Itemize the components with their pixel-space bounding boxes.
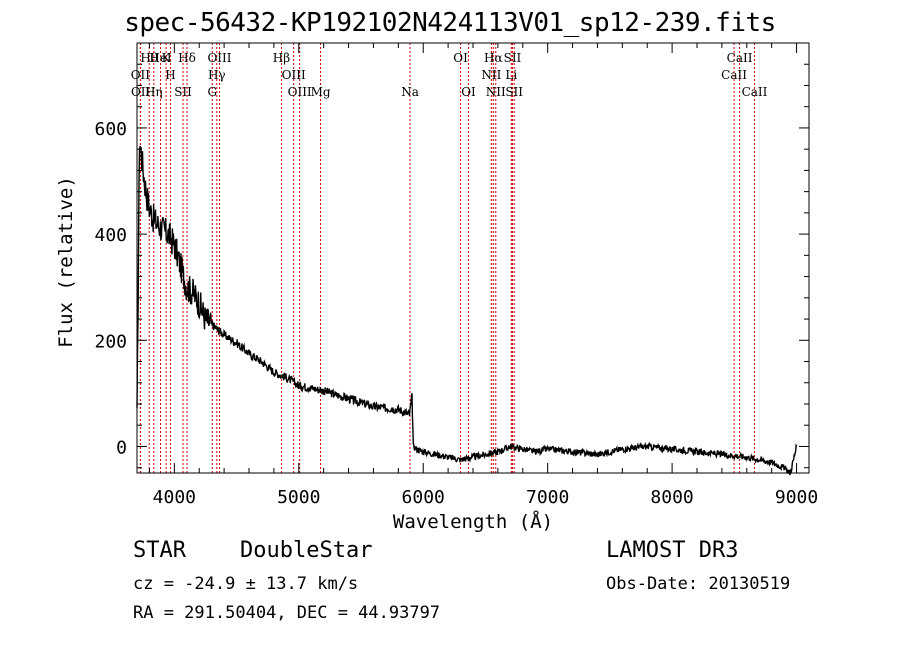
x-axis-label: Wavelength (Å) [393,510,553,533]
redshift-readout: cz = -24.9 ± 13.7 km/s [133,574,359,594]
line-label-6: H [165,68,175,82]
x-tick-label-6000: 6000 [402,487,445,508]
line-label-24: SII [505,85,523,99]
y-tick-label-0: 0 [116,437,127,458]
line-label-11: G [207,85,217,99]
line-label-2: OII [131,85,151,99]
line-label-20: NII [481,68,501,82]
line-label-0: Hθ [140,51,158,65]
line-label-19: Hα [484,51,503,65]
object-subclass: DoubleStar [240,538,373,563]
plot-frame [136,42,810,474]
line-label-16: Na [401,85,419,99]
line-label-5: K [162,51,172,65]
line-label-7: SII [174,85,192,99]
line-label-17: OI [453,51,468,65]
line-label-27: CaII [742,85,768,99]
line-label-1: OII [131,68,151,82]
x-tick-label-7000: 7000 [526,487,569,508]
line-label-4: Hη [145,85,163,99]
line-label-26: CaII [721,68,747,82]
line-label-25: CaII [727,51,753,65]
object-class: STAR [133,538,186,563]
line-label-3: HeI [149,51,172,65]
x-tick-label-4000: 4000 [153,487,196,508]
y-axis-label: Flux (relative) [55,176,77,348]
y-tick-label-200: 200 [94,331,127,352]
line-label-22: SII [504,51,522,65]
x-tick-label-8000: 8000 [650,487,693,508]
line-label-23: Li [505,68,517,82]
line-label-14: OIII [282,68,306,82]
survey-name: LAMOST DR3 [606,538,739,563]
line-label-10: Hγ [208,68,226,82]
line-label-8: Hδ [178,51,196,65]
line-label-21: NII [486,85,506,99]
axis-ticks: 4000 5000 6000 7000 8000 9000 0 200 400 600 [94,43,818,508]
x-tick-label-9000: 9000 [775,487,818,508]
y-tick-label-600: 600 [94,119,127,140]
line-label-18: OI [461,85,476,99]
line-label-13: OIII [288,85,312,99]
line-label-12: Hβ [273,51,290,65]
line-label-9: OIII [207,51,231,65]
x-tick-label-5000: 5000 [277,487,320,508]
y-tick-label-400: 400 [94,225,127,246]
spectrum-line [136,145,798,476]
chart-title: spec-56432-KP192102N424113V01_sp12-239.f… [124,8,776,38]
line-label-15: Mg [311,85,331,99]
coordinates-readout: RA = 291.50404, DEC = 44.93797 [133,603,441,623]
emission-line-markers [139,43,755,473]
observation-date: Obs-Date: 20130519 [606,574,791,594]
